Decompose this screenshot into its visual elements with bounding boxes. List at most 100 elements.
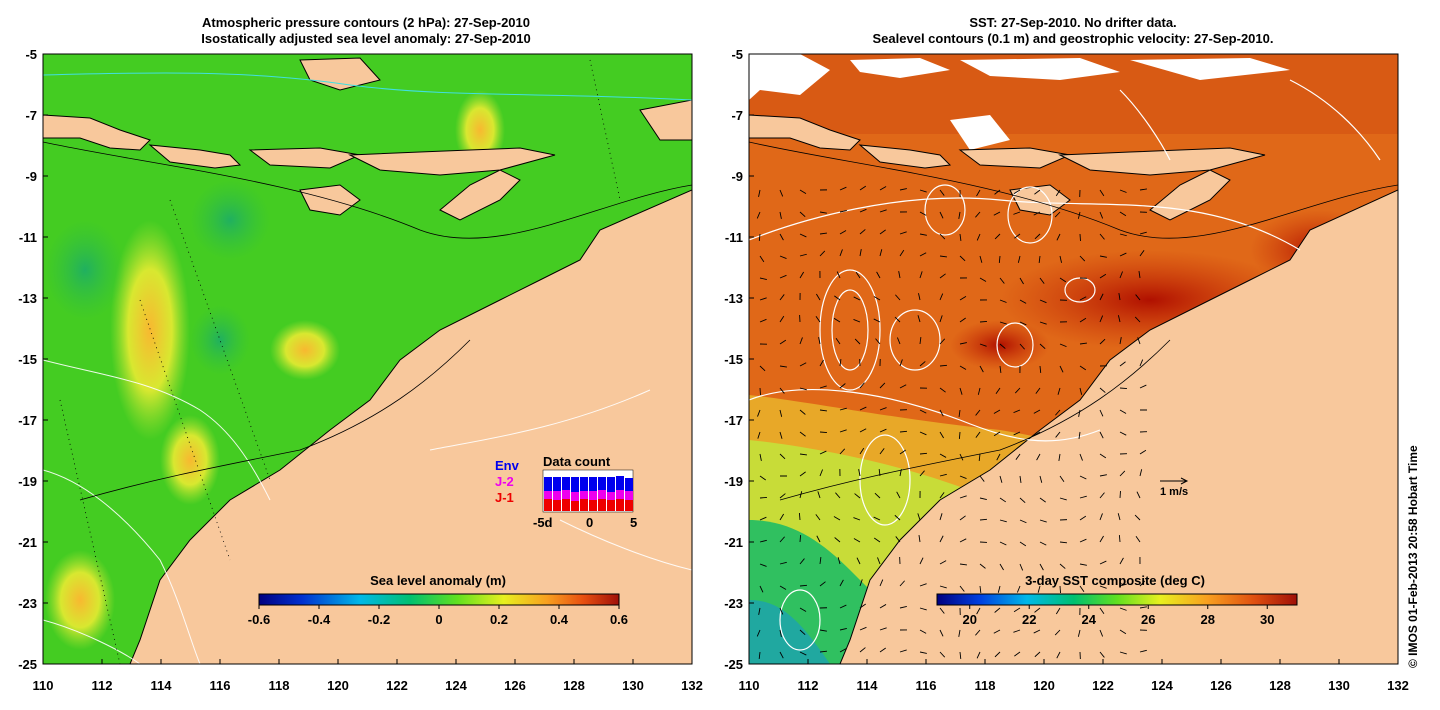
velocity-arrow <box>1079 515 1087 521</box>
lat-tick-label: -17 <box>18 413 37 428</box>
velocity-arrow <box>853 517 861 521</box>
velocity-arrow <box>839 249 843 257</box>
velocity-arrow <box>799 607 807 612</box>
velocity-arrow <box>919 452 928 455</box>
colorbar-tick-label: -0.4 <box>308 612 331 627</box>
velocity-arrow <box>1056 651 1061 659</box>
data-count-bar <box>571 492 579 501</box>
velocity-arrow <box>1038 255 1041 264</box>
cyan-contour <box>43 72 692 101</box>
velocity-arrow <box>976 189 981 197</box>
velocity-arrow <box>759 496 768 499</box>
velocity-arrow <box>975 409 981 416</box>
velocity-arrow <box>1119 337 1122 345</box>
velocity-arrow <box>1099 255 1107 258</box>
velocity-arrow <box>859 382 865 389</box>
velocity-arrow <box>959 342 967 345</box>
velocity-arrow <box>939 233 946 240</box>
data-count-bar <box>562 490 570 499</box>
velocity-arrow <box>818 337 821 345</box>
velocity-arrow <box>1014 651 1021 657</box>
velocity-arrow <box>899 649 907 653</box>
velocity-arrow <box>1039 343 1046 350</box>
velocity-arrow <box>1119 189 1127 193</box>
velocity-arrow <box>1013 211 1021 215</box>
velocity-arrow <box>879 627 887 631</box>
velocity-arrow <box>999 343 1006 349</box>
velocity-arrow <box>994 233 1001 240</box>
right-colorbar-title: 3-day SST composite (deg C) <box>1025 573 1205 588</box>
pressure-contours <box>43 359 692 664</box>
velocity-arrow <box>839 628 847 631</box>
data-count-bar <box>589 500 597 511</box>
velocity-arrow <box>1117 513 1121 521</box>
velocity-arrow <box>1139 250 1145 257</box>
velocity-arrow <box>919 651 927 654</box>
velocity-arrow <box>1099 629 1104 637</box>
velocity-arrow <box>859 229 866 235</box>
velocity-arrow <box>979 497 987 501</box>
velocity-arrow <box>999 519 1007 523</box>
velocity-arrow <box>899 359 903 367</box>
velocity-arrow <box>939 535 944 543</box>
velocity-arrow <box>899 384 907 389</box>
velocity-arrow <box>978 453 981 462</box>
velocity-arrow <box>919 361 926 367</box>
velocity-arrow <box>859 249 862 257</box>
velocity-arrow <box>999 475 1003 483</box>
velocity-arrow <box>757 431 761 439</box>
velocity-arrow <box>759 453 762 461</box>
velocity-arrow <box>975 211 981 218</box>
velocity-arrow <box>1099 513 1103 521</box>
velocity-arrow <box>959 255 966 262</box>
velocity-arrow <box>979 563 986 569</box>
data-count-bar <box>553 491 561 500</box>
lon-tick-label: 118 <box>975 678 996 693</box>
left-map-title: Atmospheric pressure contours (2 hPa): 2… <box>40 15 692 47</box>
velocity-arrow <box>859 579 863 587</box>
velocity-arrow <box>1079 342 1087 345</box>
velocity-arrow <box>1119 490 1121 499</box>
velocity-arrow <box>839 359 842 367</box>
velocity-arrow <box>1099 189 1105 197</box>
velocity-arrow <box>1056 233 1061 241</box>
sla-high-blob <box>270 320 340 380</box>
data-count-bar <box>571 501 579 511</box>
data-count-bar <box>544 499 552 511</box>
velocity-arrow <box>959 387 963 395</box>
velocity-arrow <box>819 385 827 389</box>
velocity-arrow <box>779 233 784 241</box>
velocity-arrow <box>1055 189 1061 197</box>
velocity-arrow <box>799 491 803 499</box>
data-count-bar <box>598 477 606 490</box>
velocity-arrow <box>853 538 861 543</box>
velocity-arrow <box>899 430 908 433</box>
velocity-arrow <box>999 299 1007 303</box>
velocity-arrow <box>999 365 1002 373</box>
lat-tick-label: -11 <box>19 230 37 245</box>
velocity-arrow <box>879 382 886 389</box>
velocity-arrow <box>819 359 824 367</box>
velocity-arrow <box>1099 293 1104 301</box>
velocity-arrow <box>939 560 947 565</box>
velocity-arrow <box>1099 211 1104 219</box>
velocity-arrow <box>1119 583 1127 587</box>
velocity-arrow <box>879 604 887 609</box>
velocity-arrow <box>918 535 921 543</box>
velocity-arrow <box>1035 387 1041 394</box>
velocity-arrow <box>837 557 841 565</box>
velocity-arrow <box>979 255 983 263</box>
data-count-bar <box>607 477 615 492</box>
data-count-bar <box>562 499 570 511</box>
velocity-arrow <box>1019 343 1025 350</box>
velocity-arrow <box>839 407 847 411</box>
velocity-arrow <box>939 338 946 345</box>
right-colorbar: 3-day SST composite (deg C) 20 22 24 26 28 30 <box>936 573 1298 627</box>
data-count-bar <box>607 500 615 511</box>
velocity-arrow <box>819 431 828 434</box>
velocity-arrow <box>779 211 782 219</box>
velocity-arrow <box>854 338 861 345</box>
velocity-arrow <box>996 453 1001 461</box>
velocity-arrow <box>939 293 944 301</box>
velocity-arrow <box>1055 409 1061 416</box>
